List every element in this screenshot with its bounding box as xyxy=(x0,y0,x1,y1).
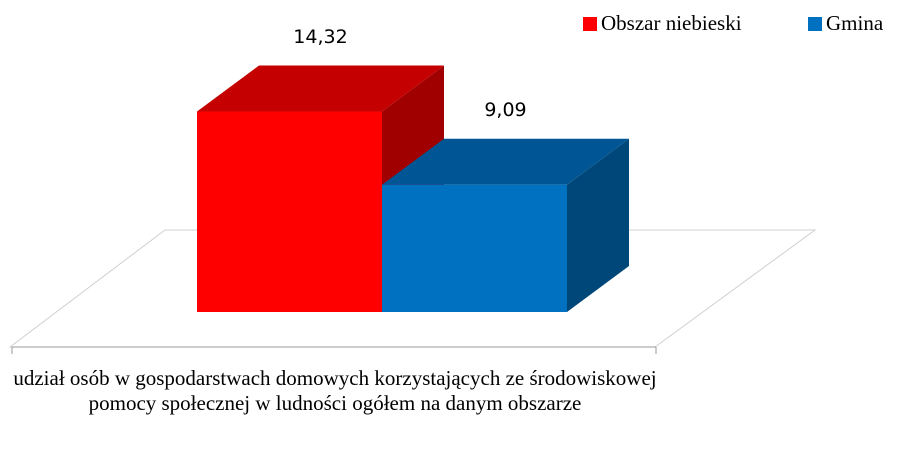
category-label: udział osób w gospodarstwach domowych ko… xyxy=(13,366,657,415)
legend-swatch xyxy=(583,17,597,31)
legend-swatch xyxy=(808,17,822,31)
legend-label: Gmina xyxy=(826,11,884,35)
data-label: 9,09 xyxy=(484,99,526,121)
bar-side xyxy=(567,138,629,312)
bar-top xyxy=(382,138,629,185)
data-label: 14,32 xyxy=(293,26,347,48)
bar xyxy=(382,184,567,312)
legend-label: Obszar niebieski xyxy=(601,11,742,35)
bar-top xyxy=(197,65,444,112)
bar xyxy=(197,111,382,313)
